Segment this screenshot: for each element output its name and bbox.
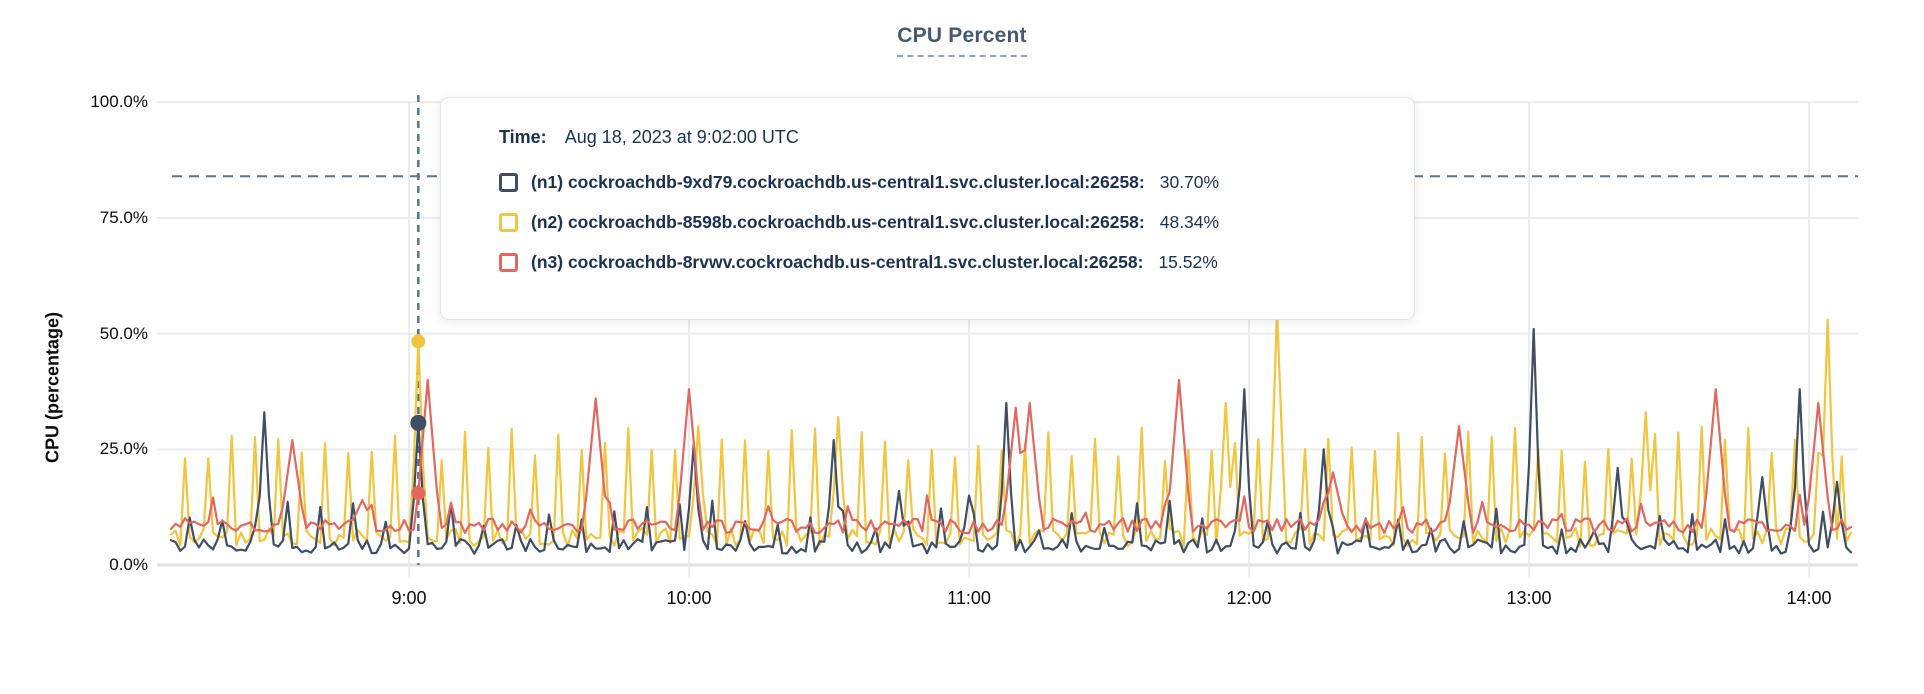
tooltip-legend-row-n1: (n1) cockroachdb-9xd79.cockroachdb.us-ce… [499,162,1390,202]
series-n1-value: 30.70% [1159,171,1220,192]
x-tick-label: 12:00 [1226,588,1272,608]
y-tick-label: 100.0% [90,92,148,112]
chart-title-wrap: CPU Percent [0,24,1924,57]
y-tick-label: 0.0% [109,555,148,574]
page-title: CPU Percent [897,24,1027,57]
x-tick-label: 14:00 [1786,588,1832,608]
y-tick-label: 25.0% [99,439,148,459]
x-tick-label: 11:00 [947,588,991,608]
hover-tooltip: Time: Aug 18, 2023 at 9:02:00 UTC (n1) c… [440,97,1415,320]
tooltip-time-value: Aug 18, 2023 at 9:02:00 UTC [564,126,799,147]
series-n1-label: (n1) cockroachdb-9xd79.cockroachdb.us-ce… [531,171,1145,192]
series-n2-value: 48.34% [1159,211,1220,232]
hover-dot-n3 [411,486,426,501]
series-n1-swatch-icon [499,172,518,192]
x-tick-label: 9:00 [391,588,427,608]
hover-dot-n1 [410,414,427,431]
series-n3-value: 15.52% [1158,251,1218,272]
hover-dot-n2 [411,334,426,349]
series-n3-swatch-icon [499,252,518,272]
y-tick-label: 75.0% [99,207,148,227]
y-tick-label: 50.0% [99,323,148,343]
tooltip-time-label: Time: [499,126,547,147]
tooltip-time-row: Time: Aug 18, 2023 at 9:02:00 UTC [499,122,1390,152]
series-n2-label: (n2) cockroachdb-8598b.cockroachdb.us-ce… [531,211,1145,232]
x-tick-label: 10:00 [666,588,712,608]
series-n2-swatch-icon [499,212,518,232]
series-n3-label: (n3) cockroachdb-8rvwv.cockroachdb.us-ce… [531,251,1144,272]
tooltip-legend-row-n3: (n3) cockroachdb-8rvwv.cockroachdb.us-ce… [499,242,1390,282]
x-tick-label: 13:00 [1506,588,1552,608]
series-line-n3 [169,378,1853,535]
tooltip-legend-row-n2: (n2) cockroachdb-8598b.cockroachdb.us-ce… [499,202,1390,242]
series-line-n2 [169,309,1853,548]
